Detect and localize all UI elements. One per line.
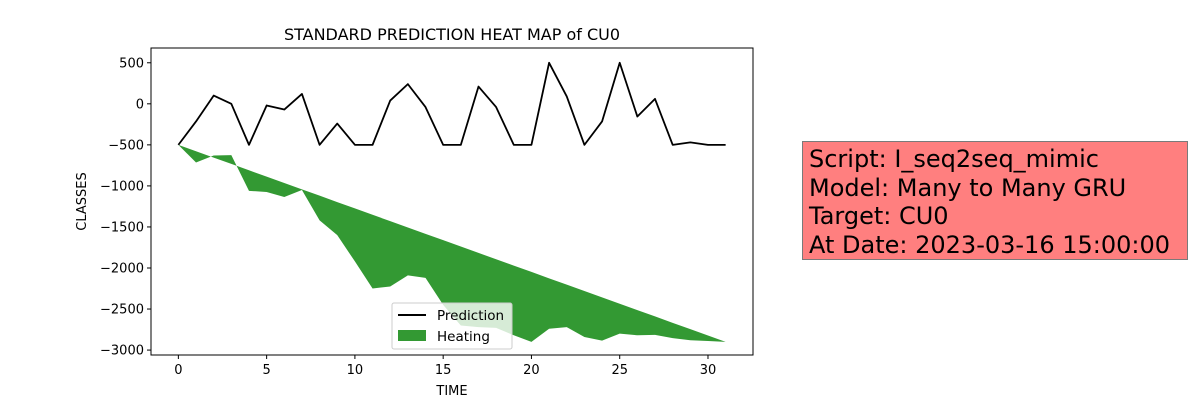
info-script: Script: I_seq2seq_mimic xyxy=(809,145,1099,173)
x-tick-label: 5 xyxy=(262,363,270,378)
x-tick-label: 30 xyxy=(700,363,717,378)
x-tick-label: 15 xyxy=(435,363,452,378)
y-tick-label: −1500 xyxy=(100,220,144,235)
info-date: At Date: 2023-03-16 15:00:00 xyxy=(809,230,1171,259)
y-tick-label: 0 xyxy=(136,97,144,112)
y-axis-title: CLASSES xyxy=(75,172,90,230)
x-axis-title: TIME xyxy=(435,384,467,399)
y-tick-label: −3000 xyxy=(100,344,144,359)
x-tick-label: 20 xyxy=(523,363,540,378)
prediction-line xyxy=(177,61,726,146)
heating-area xyxy=(178,144,726,342)
y-tick-label: −1000 xyxy=(100,179,144,194)
y-tick-label: 500 xyxy=(119,56,144,71)
info-target: Target: CU0 xyxy=(809,202,949,230)
legend-heating-label: Heating xyxy=(437,329,490,345)
x-tick-label: 10 xyxy=(347,363,364,378)
legend-prediction-label: Prediction xyxy=(437,308,504,324)
x-tick-label: 25 xyxy=(611,363,628,378)
legend-heating-swatch xyxy=(398,330,426,341)
info-model: Model: Many to Many GRU xyxy=(809,173,1127,202)
info-box: Script: I_seq2seq_mimic Model: Many to M… xyxy=(802,141,1188,260)
chart-title: STANDARD PREDICTION HEAT MAP of CU0 xyxy=(284,25,620,44)
plot-frame xyxy=(150,47,754,356)
x-tick-label: 0 xyxy=(174,363,182,378)
y-tick-label: −2000 xyxy=(100,261,144,276)
y-tick-label: −2500 xyxy=(100,303,144,318)
y-tick-label: −500 xyxy=(108,138,144,153)
legend: Prediction Heating xyxy=(391,302,513,350)
